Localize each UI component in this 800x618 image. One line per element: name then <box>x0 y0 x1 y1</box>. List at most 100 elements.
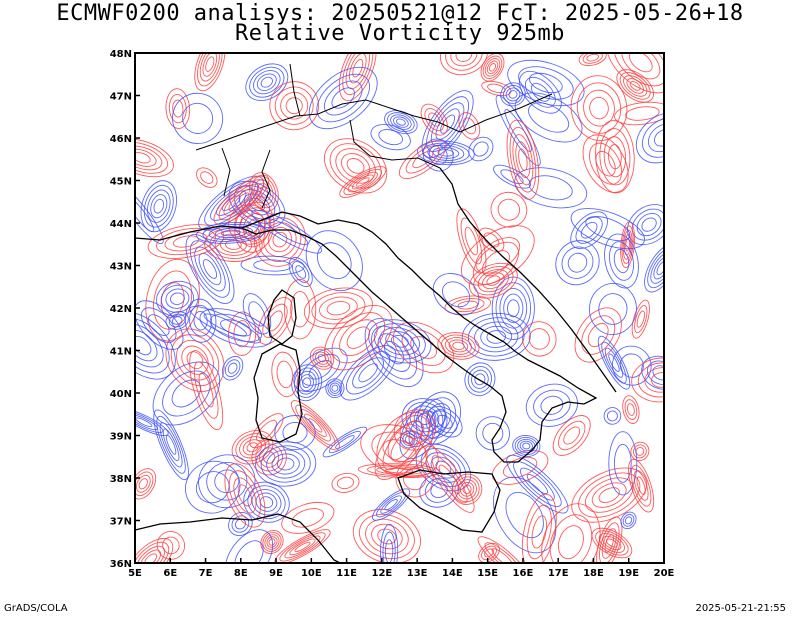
lat-tick-label: 40N <box>110 389 132 400</box>
positive-contour <box>224 463 266 528</box>
positive-contour <box>481 80 512 96</box>
negative-contour <box>384 498 398 511</box>
negative-contour <box>495 282 532 335</box>
positive-contour <box>398 139 447 180</box>
negative-contour <box>153 409 189 481</box>
italy-coastline <box>240 211 598 463</box>
negative-contour <box>156 280 199 317</box>
negative-contour <box>588 282 637 336</box>
negative-contour <box>519 440 533 452</box>
negative-contour <box>624 516 633 525</box>
positive-contour <box>626 403 635 416</box>
negative-contour <box>316 73 370 123</box>
positive-contour <box>448 339 469 353</box>
positive-contour <box>136 545 166 563</box>
negative-contour <box>430 408 447 428</box>
negative-contour <box>480 325 513 348</box>
positive-contour <box>194 53 226 92</box>
negative-contour <box>240 255 305 276</box>
positive-contour <box>644 367 664 393</box>
negative-contour <box>308 360 333 380</box>
positive-contour <box>319 296 358 320</box>
positive-contour <box>156 227 216 256</box>
positive-contour <box>213 174 270 225</box>
negative-contour <box>243 481 290 523</box>
positive-contour <box>622 229 633 260</box>
negative-contour <box>377 333 411 372</box>
negative-contour <box>199 308 273 348</box>
positive-contour <box>477 269 510 293</box>
negative-contour <box>514 436 538 456</box>
negative-contour <box>156 415 186 474</box>
negative-contour <box>647 123 664 153</box>
negative-contour <box>322 426 368 458</box>
negative-contour <box>245 63 289 101</box>
positive-contour <box>135 537 174 563</box>
negative-contour <box>214 227 247 239</box>
positive-contour <box>205 56 215 72</box>
positive-contour <box>239 436 266 459</box>
positive-contour <box>281 501 335 534</box>
render-timestamp: 2025-05-21-21:55 <box>695 603 786 614</box>
negative-contour <box>147 314 170 336</box>
negative-contour <box>253 259 292 272</box>
negative-contour <box>380 495 402 514</box>
negative-contour <box>329 382 341 394</box>
negative-contour <box>503 293 524 323</box>
lat-tick-label: 46N <box>110 134 132 145</box>
negative-contour <box>506 454 569 514</box>
positive-contour <box>478 227 505 253</box>
negative-contour <box>656 261 664 276</box>
positive-contour <box>458 112 481 140</box>
positive-contour <box>571 467 648 523</box>
negative-contour <box>507 299 520 318</box>
negative-contour <box>135 183 164 245</box>
negative-contour <box>165 288 190 309</box>
negative-contour <box>598 293 628 325</box>
positive-contour <box>457 479 477 500</box>
lon-tick-label: 6E <box>163 568 177 579</box>
negative-contour <box>214 469 240 494</box>
positive-contour <box>521 493 557 563</box>
positive-contour <box>266 536 278 548</box>
negative-contour <box>202 259 218 279</box>
negative-contour <box>474 321 519 353</box>
positive-contour <box>454 476 480 503</box>
positive-contour <box>186 351 204 370</box>
lat-tick-label: 38N <box>110 474 132 485</box>
positive-contour <box>135 148 157 167</box>
positive-contour <box>170 334 220 387</box>
negative-contour <box>507 59 585 107</box>
negative-contour <box>265 218 309 246</box>
positive-contour <box>342 53 374 96</box>
positive-contour <box>462 117 476 135</box>
negative-contour <box>513 461 562 508</box>
negative-contour <box>421 90 474 158</box>
positive-contour <box>268 538 276 546</box>
positive-contour <box>284 535 321 559</box>
negative-contour <box>251 488 282 516</box>
positive-contour <box>256 419 277 442</box>
positive-contour <box>441 334 476 358</box>
positive-contour <box>135 474 151 493</box>
lat-tick-label: 44N <box>110 219 132 230</box>
negative-contour <box>221 355 244 381</box>
positive-contour <box>200 171 214 184</box>
negative-contour <box>182 102 214 134</box>
positive-contour <box>576 82 622 134</box>
positive-contour <box>326 301 351 316</box>
positive-contour <box>324 138 388 194</box>
positive-contour <box>233 477 257 514</box>
positive-contour <box>135 138 174 178</box>
positive-contour <box>445 53 483 71</box>
positive-contour <box>491 548 514 563</box>
positive-contour <box>636 310 645 328</box>
positive-contour <box>276 360 294 389</box>
negative-contour <box>613 443 632 483</box>
negative-contour <box>428 144 448 166</box>
lat-tick-label: 42N <box>110 304 132 315</box>
negative-contour <box>519 70 562 114</box>
map-subtitle: Relative Vorticity 925mb <box>235 21 565 46</box>
negative-contour <box>644 243 664 293</box>
